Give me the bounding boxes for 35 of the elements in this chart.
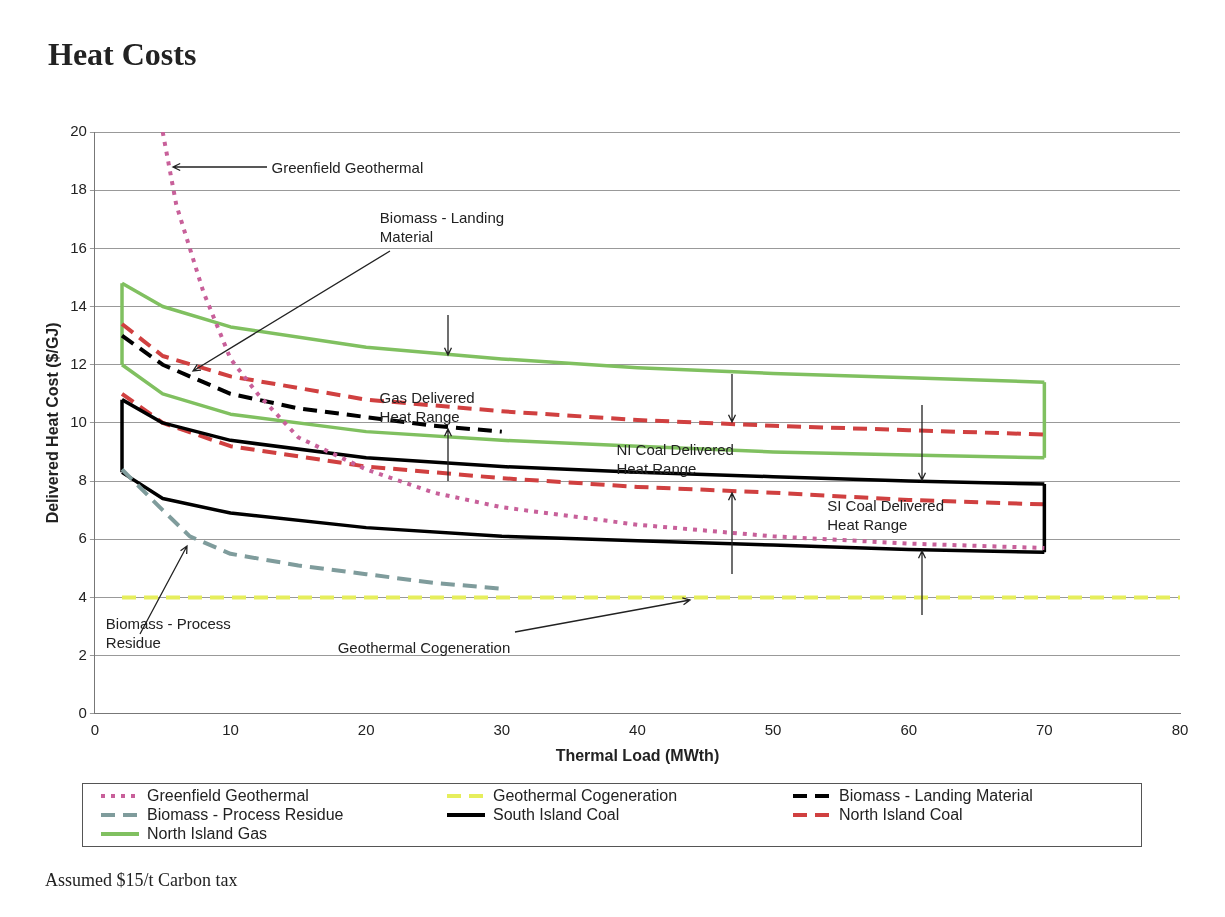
annotation: Greenfield Geothermal [271,157,425,177]
y-tick-label: 4 [78,587,87,605]
y-tick-label: 12 [70,354,87,372]
legend-label: Biomass - Landing Material [839,787,1033,805]
annotation: Biomass - Landing Material [379,208,506,247]
legend-label: Greenfield Geothermal [147,787,309,805]
x-tick-label: 20 [357,720,375,738]
y-axis-title: Delivered Heat Cost ($/GJ) [44,322,62,524]
y-tick-label: 20 [70,122,87,140]
y-tick-label: 14 [70,296,87,314]
y-tick-label: 2 [78,645,87,663]
legend-label: North Island Gas [147,825,268,843]
y-tick-label: 18 [70,180,87,198]
x-tick-label: 50 [764,720,782,738]
x-tick-label: 80 [1171,720,1189,738]
x-tick-label: 10 [222,720,239,738]
legend-label: Geothermal Cogeneration [493,787,678,805]
annotation: Geothermal Cogeneration [337,638,512,658]
x-tick-label: 70 [1036,720,1053,738]
text: Assumed $15/t Carbon tax [45,870,238,891]
legend-label: South Island Coal [493,806,620,824]
x-axis-title: Thermal Load (MWth) [555,746,720,764]
x-tick-label: 60 [900,720,918,738]
y-tick-label: 0 [78,703,87,721]
chart-title: Heat Costs [48,36,197,73]
x-tick-label: 40 [629,720,646,738]
legend-label: North Island Coal [839,806,963,824]
y-tick-label: 10 [70,413,87,431]
legend-label: Biomass - Process Residue [147,806,344,824]
x-tick-label: 30 [493,720,511,738]
x-tick-label: 0 [90,720,100,738]
y-tick-label: 6 [78,529,87,547]
annotation: SI Coal Delivered Heat Range [827,496,945,535]
y-tick-label: 16 [70,238,87,256]
y-tick-label: 8 [78,471,87,489]
